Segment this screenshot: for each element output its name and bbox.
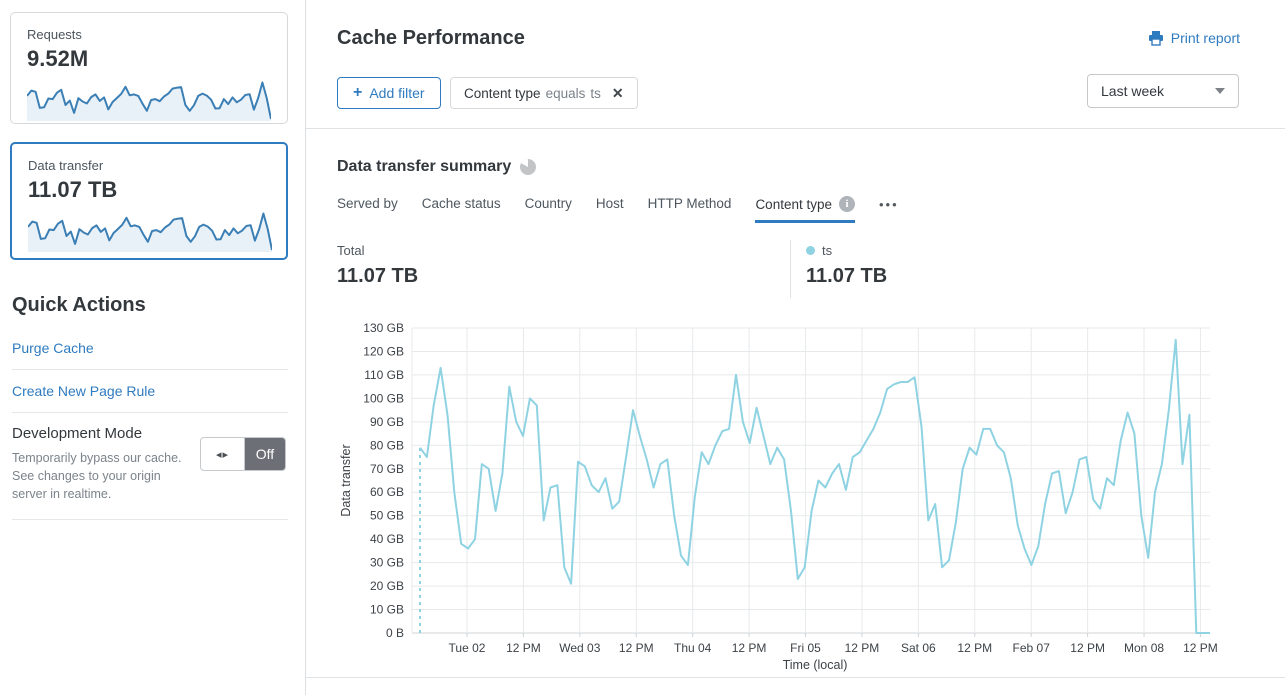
total-block: Total 11.07 TB — [337, 243, 418, 288]
total-value: 11.07 TB — [337, 265, 419, 287]
tab-cache-status[interactable]: Cache status — [422, 196, 501, 222]
requests-sparkline — [27, 81, 271, 121]
section-divider — [306, 677, 1285, 678]
quick-actions-links: Purge Cache Create New Page Rule — [12, 327, 288, 413]
y-tick-label: 110 GB — [364, 368, 404, 382]
page-title: Cache Performance — [337, 27, 525, 49]
filter-chip-operator: equals — [545, 85, 586, 101]
tab-label: Served by — [337, 196, 398, 211]
x-tick-label: 12 PM — [957, 641, 992, 655]
x-tick-label: Sat 06 — [901, 641, 936, 655]
tab-country[interactable]: Country — [525, 196, 572, 222]
quick-actions-section: Quick Actions Purge Cache Create New Page… — [12, 294, 288, 521]
y-tick-label: 60 GB — [370, 485, 404, 499]
development-mode-toggle[interactable]: ◂▸ Off — [200, 437, 286, 471]
requests-card-value: 9.52M — [27, 46, 89, 71]
y-axis-title: Data transfer — [339, 444, 353, 516]
tab-host[interactable]: Host — [596, 196, 624, 222]
add-filter-label: Add filter — [369, 85, 425, 101]
header-divider — [306, 128, 1285, 129]
print-report-label: Print report — [1170, 30, 1240, 46]
pie-timer-icon — [520, 159, 537, 175]
development-mode-description: Temporarily bypass our cache. See change… — [12, 451, 182, 502]
x-tick-label: Feb 07 — [1013, 641, 1051, 655]
x-tick-label: 12 PM — [732, 641, 767, 655]
x-tick-label: Wed 03 — [559, 641, 600, 655]
tab-served-by[interactable]: Served by — [337, 196, 398, 222]
y-tick-label: 80 GB — [370, 438, 404, 452]
sidebar: Requests 9.52M Data transfer 11.07 TB Qu… — [0, 0, 306, 695]
x-tick-label: 12 PM — [1183, 641, 1218, 655]
y-tick-label: 130 GB — [363, 321, 404, 335]
development-mode-title: Development Mode — [12, 425, 143, 442]
legend-series-name: ts — [822, 243, 833, 258]
legend-block: ts 11.07 TB — [806, 243, 887, 288]
data-transfer-sparkline — [28, 212, 272, 252]
print-report-button[interactable]: Print report — [1148, 30, 1240, 46]
x-tick-label: Mon 08 — [1124, 641, 1164, 655]
y-tick-label: 10 GB — [370, 603, 404, 617]
tab-label: Host — [595, 196, 624, 211]
add-filter-button[interactable]: + Add filter — [337, 77, 441, 109]
requests-card[interactable]: Requests 9.52M — [10, 12, 288, 124]
y-tick-label: 100 GB — [363, 391, 404, 405]
legend-series-value: 11.07 TB — [806, 265, 888, 287]
plus-icon: + — [353, 84, 363, 101]
date-range-select[interactable]: Last week — [1087, 74, 1239, 108]
total-label: Total — [337, 243, 365, 258]
tab-label: Country — [524, 196, 572, 211]
y-tick-label: 70 GB — [370, 462, 404, 476]
y-tick-label: 50 GB — [370, 509, 404, 523]
y-tick-label: 20 GB — [370, 579, 404, 593]
data-transfer-chart[interactable]: 0 B 10 GB 20 GB 30 GB 40 GB 50 GB 60 GB 70 GB 80… — [330, 312, 1270, 682]
x-tick-label: 12 PM — [1070, 641, 1105, 655]
data-transfer-card-label: Data transfer — [28, 158, 104, 173]
tab-content-type[interactable]: Content type i — [755, 196, 855, 223]
date-range-selected-value: Last week — [1101, 83, 1165, 99]
y-tick-label: 90 GB — [370, 415, 404, 429]
filter-chip-value: ts — [590, 85, 601, 101]
data-transfer-card[interactable]: Data transfer 11.07 TB — [10, 142, 288, 260]
quick-action-link-create-new-page-rule[interactable]: Create New Page Rule — [12, 370, 288, 413]
close-icon[interactable]: ✕ — [611, 85, 624, 101]
data-transfer-card-value: 11.07 TB — [28, 177, 118, 202]
y-tick-label: 0 B — [386, 626, 404, 640]
tab-http-method[interactable]: HTTP Method — [648, 196, 732, 222]
tab-label: Content type — [755, 196, 832, 212]
x-axis-title: Time (local) — [783, 658, 848, 672]
x-tick-label: 12 PM — [845, 641, 880, 655]
requests-card-label: Requests — [27, 27, 82, 42]
x-tick-label: 12 PM — [506, 641, 541, 655]
x-tick-label: Fri 05 — [790, 641, 821, 655]
quick-action-link-purge-cache[interactable]: Purge Cache — [12, 327, 288, 370]
filter-chip-field: Content type — [464, 85, 541, 101]
x-tick-label: 12 PM — [619, 641, 654, 655]
development-mode-block: Development Mode Temporarily bypass our … — [12, 413, 288, 521]
more-tabs-icon[interactable]: ••• — [879, 197, 899, 212]
tab-label: HTTP Method — [647, 196, 732, 211]
toggle-state-label: Off — [245, 438, 285, 470]
tab-label: Cache status — [421, 196, 501, 211]
x-tick-label: Thu 04 — [674, 641, 712, 655]
chevron-down-icon — [1215, 88, 1225, 94]
y-tick-label: 30 GB — [370, 556, 404, 570]
y-tick-label: 120 GB — [363, 344, 404, 358]
legend-dot — [806, 246, 815, 255]
toggle-arrows-icon[interactable]: ◂▸ — [201, 438, 245, 470]
info-icon[interactable]: i — [839, 196, 855, 212]
summary-title: Data transfer summary — [337, 158, 537, 176]
x-tick-label: Tue 02 — [449, 641, 486, 655]
quick-actions-title: Quick Actions — [12, 294, 146, 316]
printer-icon — [1148, 31, 1163, 46]
stats-divider — [790, 240, 791, 298]
summary-tabs: Served by Cache status Country Host HTTP Met… — [337, 196, 899, 223]
filter-chip[interactable]: Content type equals ts ✕ — [450, 77, 638, 109]
summary-title-text: Data transfer summary — [337, 158, 512, 175]
series-line-ts — [419, 338, 1210, 634]
y-tick-label: 40 GB — [370, 532, 404, 546]
